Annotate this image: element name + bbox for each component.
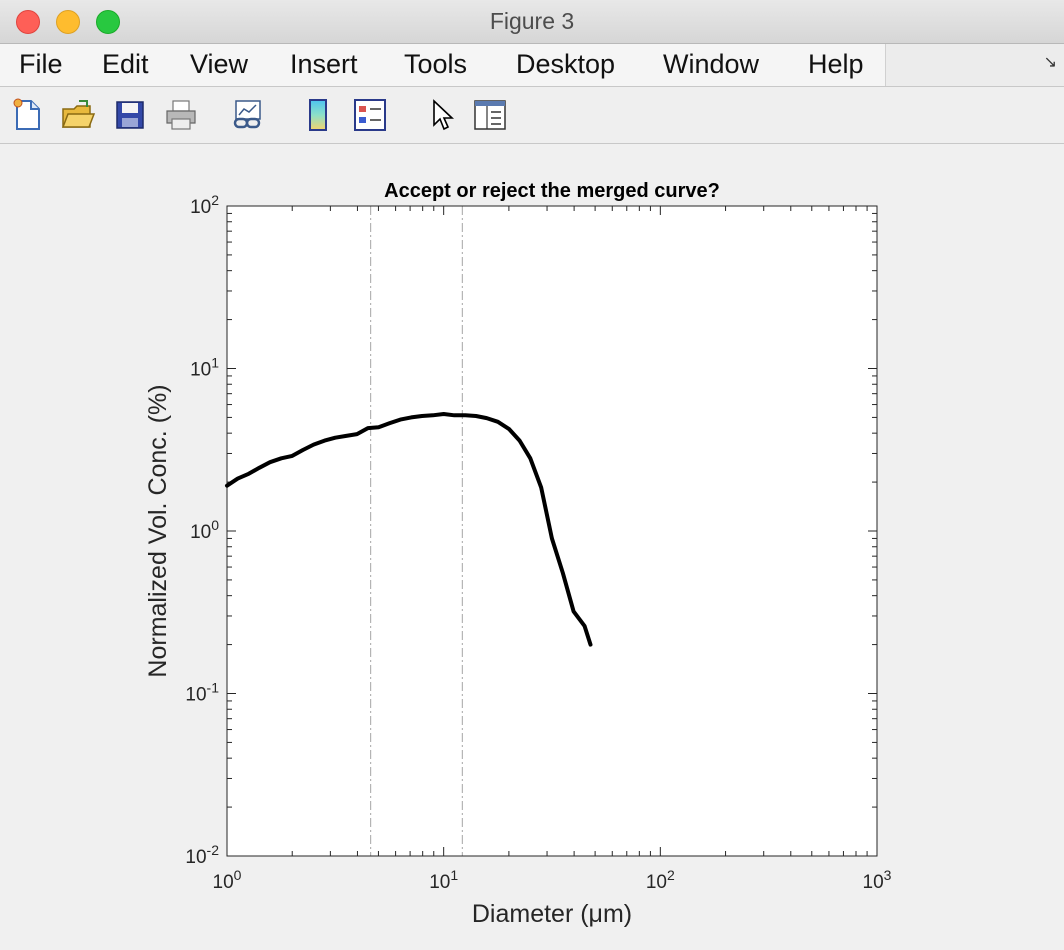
menu-view[interactable]: View bbox=[190, 49, 249, 79]
maximize-window-button[interactable] bbox=[96, 10, 120, 34]
new-figure-icon[interactable] bbox=[9, 97, 45, 133]
x-tick-label: 100 bbox=[213, 867, 242, 893]
y-axis-label: Normalized Vol. Conc. (%) bbox=[144, 384, 172, 677]
x-tick-label: 103 bbox=[863, 867, 892, 893]
y-tick-label: 10-1 bbox=[185, 680, 219, 706]
menu-overflow-area: ↘ bbox=[885, 44, 1064, 86]
menu-edit[interactable]: Edit bbox=[102, 49, 149, 79]
menu-help[interactable]: Help bbox=[808, 49, 864, 79]
minimize-window-button[interactable] bbox=[56, 10, 80, 34]
colorbar-icon[interactable] bbox=[300, 97, 336, 133]
y-tick-label: 102 bbox=[190, 192, 219, 218]
figure-canvas: 100 101 102 103 10-2 10-1 100 101 102 Accept or r… bbox=[0, 144, 1064, 945]
x-axis-label: Diameter (μm) bbox=[472, 900, 632, 928]
axes-box bbox=[226, 205, 878, 857]
legend-icon[interactable] bbox=[352, 97, 388, 133]
print-icon[interactable] bbox=[163, 97, 199, 133]
x-tick-label: 102 bbox=[646, 867, 675, 893]
menu-bar: File Edit View Insert Tools Desktop Wind… bbox=[0, 44, 1064, 87]
pointer-icon[interactable] bbox=[424, 97, 460, 133]
menu-insert[interactable]: Insert bbox=[290, 49, 358, 79]
title-bar[interactable]: Figure 3 bbox=[0, 0, 1064, 44]
close-window-button[interactable] bbox=[16, 10, 40, 34]
save-icon[interactable] bbox=[112, 97, 148, 133]
series-line-1 bbox=[225, 412, 593, 647]
y-tick-label: 101 bbox=[190, 355, 219, 381]
property-inspector-icon[interactable] bbox=[472, 97, 508, 133]
figure-toolbar bbox=[0, 87, 1064, 144]
menu-file[interactable]: File bbox=[19, 49, 63, 79]
menu-tools[interactable]: Tools bbox=[404, 49, 468, 79]
axes[interactable]: 100 101 102 103 10-2 10-1 100 101 102 Accept or r… bbox=[144, 180, 892, 928]
menu-overflow-arrow-icon[interactable]: ↘ bbox=[1043, 54, 1057, 71]
y-tick-label: 100 bbox=[190, 517, 219, 543]
window-title: Figure 3 bbox=[489, 8, 575, 34]
chart-title: Accept or reject the merged curve? bbox=[384, 180, 720, 202]
open-file-icon[interactable] bbox=[60, 97, 96, 133]
x-tick-label: 101 bbox=[429, 867, 458, 893]
link-plot-icon[interactable] bbox=[230, 97, 266, 133]
chart-figure: 100 101 102 103 10-2 10-1 100 101 102 Accept or r… bbox=[144, 180, 892, 928]
menu-desktop[interactable]: Desktop bbox=[516, 49, 616, 79]
y-tick-label: 10-2 bbox=[185, 842, 219, 868]
menu-window[interactable]: Window bbox=[663, 49, 760, 79]
